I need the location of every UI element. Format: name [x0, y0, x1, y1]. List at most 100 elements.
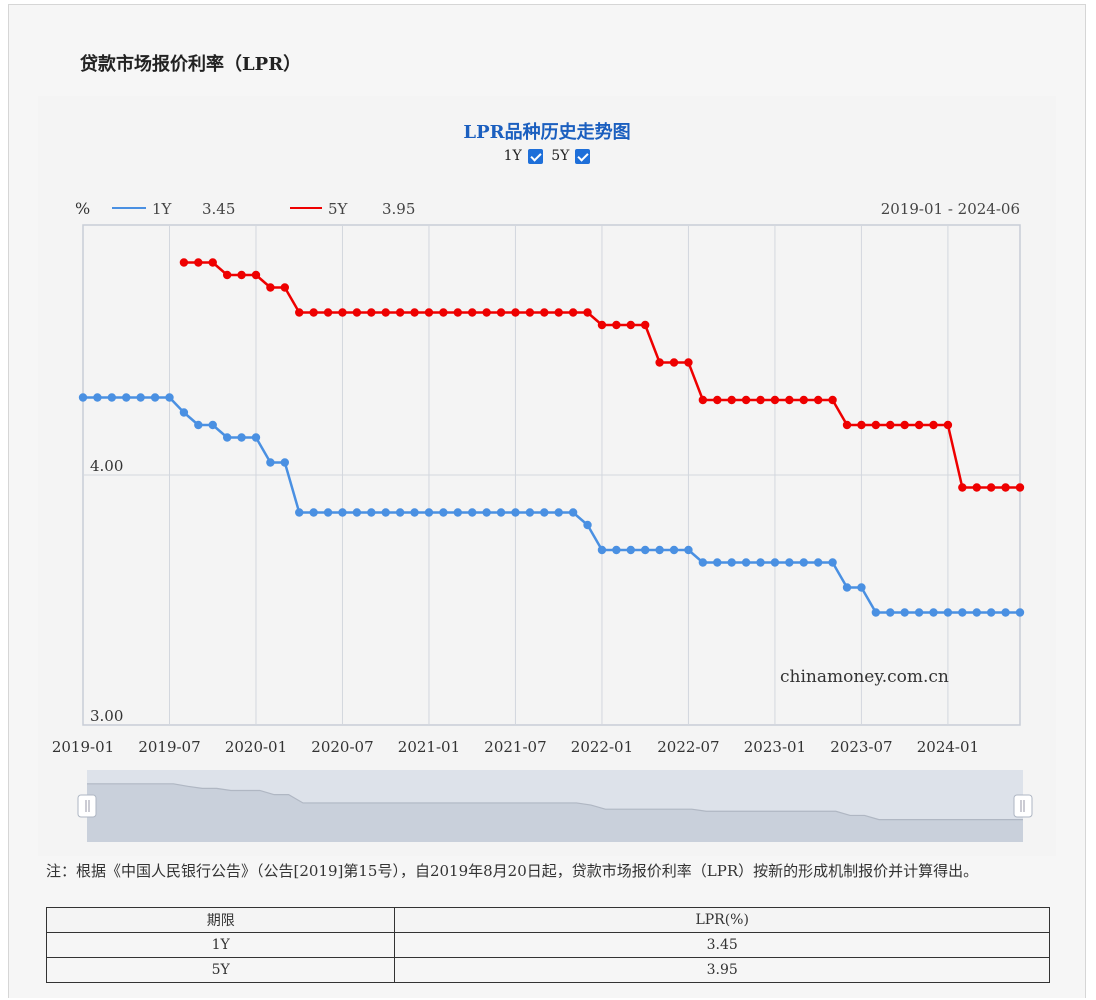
data-point[interactable]	[208, 258, 217, 267]
data-point[interactable]	[669, 358, 679, 367]
data-point[interactable]	[828, 395, 837, 405]
data-point[interactable]	[871, 608, 881, 617]
data-point[interactable]	[352, 308, 362, 317]
data-point[interactable]	[280, 283, 290, 292]
data-point[interactable]	[857, 420, 866, 430]
data-point[interactable]	[568, 308, 578, 317]
data-point[interactable]	[597, 545, 607, 555]
data-point[interactable]	[900, 608, 909, 617]
data-point[interactable]	[78, 393, 88, 402]
data-point[interactable]	[799, 558, 808, 567]
data-point[interactable]	[886, 608, 895, 617]
data-point[interactable]	[525, 508, 535, 517]
data-point[interactable]	[367, 308, 376, 317]
data-point[interactable]	[323, 308, 333, 317]
data-point[interactable]	[785, 558, 794, 567]
data-point[interactable]	[439, 508, 448, 517]
data-point[interactable]	[309, 308, 318, 317]
data-point[interactable]	[410, 308, 419, 317]
data-point[interactable]	[525, 308, 535, 317]
data-point[interactable]	[943, 420, 953, 430]
data-point[interactable]	[741, 395, 751, 405]
data-point[interactable]	[785, 395, 794, 405]
data-point[interactable]	[540, 508, 549, 517]
data-point[interactable]	[857, 583, 866, 592]
data-point[interactable]	[929, 420, 938, 430]
data-point[interactable]	[741, 558, 751, 567]
data-point[interactable]	[958, 483, 967, 492]
data-point[interactable]	[842, 583, 852, 592]
data-point[interactable]	[453, 508, 462, 517]
data-point[interactable]	[468, 308, 477, 317]
data-point[interactable]	[612, 320, 621, 330]
data-point[interactable]	[655, 358, 664, 367]
data-point[interactable]	[439, 308, 448, 317]
data-point[interactable]	[583, 308, 592, 317]
data-point[interactable]	[986, 483, 996, 492]
data-point[interactable]	[93, 393, 102, 402]
data-point[interactable]	[222, 270, 232, 280]
data-point[interactable]	[367, 508, 376, 517]
data-point[interactable]	[295, 508, 304, 517]
data-point[interactable]	[698, 558, 708, 567]
data-point[interactable]	[655, 545, 664, 555]
data-point[interactable]	[914, 608, 924, 617]
data-point[interactable]	[900, 420, 909, 430]
data-point[interactable]	[395, 508, 405, 517]
data-point[interactable]	[251, 433, 261, 442]
slider-handle-left[interactable]	[77, 794, 97, 818]
data-point[interactable]	[395, 308, 405, 317]
data-point[interactable]	[122, 393, 131, 402]
data-point[interactable]	[756, 558, 765, 567]
data-point[interactable]	[871, 420, 881, 430]
data-point[interactable]	[251, 270, 261, 280]
data-point[interactable]	[1001, 483, 1010, 492]
data-point[interactable]	[713, 558, 722, 567]
data-point[interactable]	[179, 258, 189, 267]
data-point[interactable]	[381, 508, 390, 517]
data-point[interactable]	[511, 508, 520, 517]
data-point[interactable]	[222, 433, 232, 442]
data-point[interactable]	[309, 508, 318, 517]
data-point[interactable]	[713, 395, 722, 405]
data-point[interactable]	[698, 395, 708, 405]
data-point[interactable]	[424, 308, 434, 317]
data-point[interactable]	[150, 393, 160, 402]
data-point[interactable]	[813, 395, 823, 405]
data-point[interactable]	[424, 508, 434, 517]
data-point[interactable]	[453, 308, 462, 317]
data-point[interactable]	[813, 558, 823, 567]
data-point[interactable]	[727, 395, 736, 405]
data-point[interactable]	[237, 270, 246, 280]
slider-handle-right[interactable]	[1013, 794, 1033, 818]
data-point[interactable]	[482, 508, 491, 517]
data-point[interactable]	[684, 545, 693, 555]
data-point[interactable]	[554, 308, 563, 317]
data-point[interactable]	[943, 608, 953, 617]
data-point[interactable]	[1001, 608, 1010, 617]
data-point[interactable]	[266, 283, 275, 292]
data-point[interactable]	[612, 545, 621, 555]
data-point[interactable]	[165, 393, 174, 402]
data-point[interactable]	[958, 608, 967, 617]
data-point[interactable]	[986, 608, 996, 617]
data-point[interactable]	[641, 545, 650, 555]
data-point[interactable]	[554, 508, 563, 517]
data-point[interactable]	[770, 558, 780, 567]
range-slider[interactable]	[77, 770, 1033, 842]
data-point[interactable]	[1015, 608, 1025, 617]
data-point[interactable]	[323, 508, 333, 517]
data-point[interactable]	[352, 508, 362, 517]
data-point[interactable]	[194, 258, 203, 267]
data-point[interactable]	[338, 308, 347, 317]
data-point[interactable]	[583, 520, 592, 530]
data-point[interactable]	[1015, 483, 1025, 492]
data-point[interactable]	[496, 508, 506, 517]
data-point[interactable]	[194, 420, 203, 430]
data-point[interactable]	[107, 393, 117, 402]
data-point[interactable]	[410, 508, 419, 517]
data-point[interactable]	[842, 420, 852, 430]
data-point[interactable]	[338, 508, 347, 517]
toggle-5y[interactable]: 5Y	[551, 148, 591, 164]
data-point[interactable]	[886, 420, 895, 430]
